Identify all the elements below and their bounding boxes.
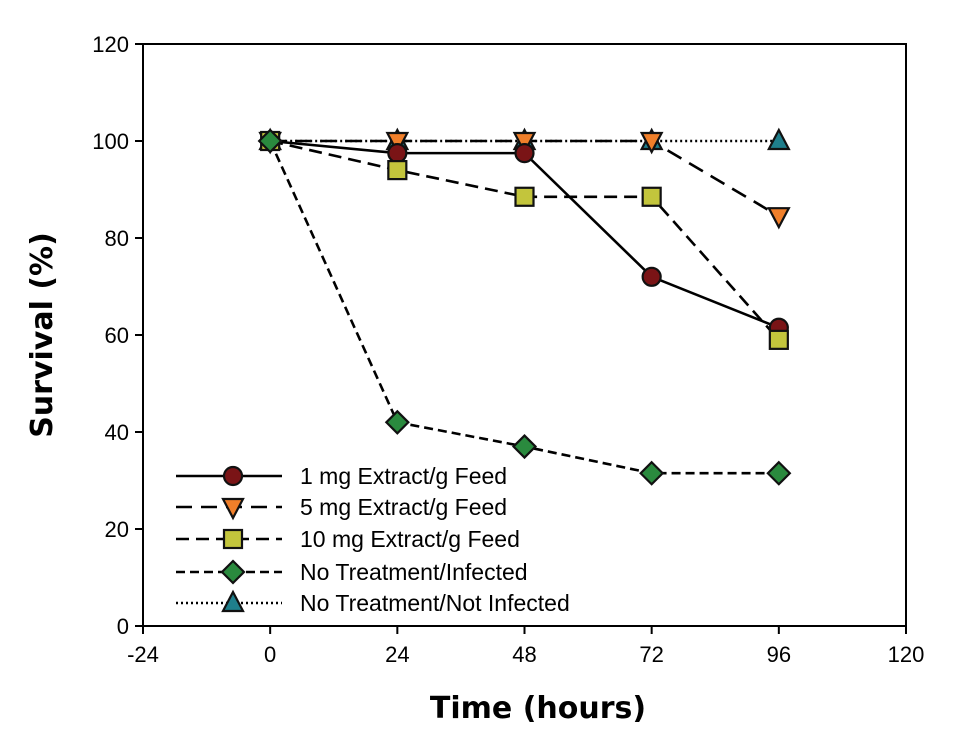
data-point-series-0 (641, 266, 662, 287)
x-tick-label: 72 (639, 642, 663, 667)
y-axis-label: Survival (%) (25, 232, 60, 438)
x-tick-label: 96 (767, 642, 791, 667)
legend-item: 5 mg Extract/g Feed (176, 494, 507, 521)
data-point-series-3 (511, 433, 538, 460)
data-point-series-0 (514, 143, 535, 164)
y-tick-label: 40 (105, 420, 129, 445)
data-point-series-2 (641, 186, 662, 207)
legend-item: 10 mg Extract/g Feed (176, 526, 520, 552)
legend-marker (222, 465, 244, 487)
y-tick-label: 0 (117, 614, 129, 639)
legend-label: 10 mg Extract/g Feed (300, 526, 520, 552)
data-point-series-4 (767, 127, 791, 151)
y-tick-label: 100 (92, 129, 129, 154)
data-point-series-0 (387, 143, 408, 164)
legend-marker (222, 528, 244, 550)
y-tick-label: 20 (105, 517, 129, 542)
y-tick-label: 120 (92, 32, 129, 57)
data-point-series-3 (384, 409, 410, 435)
data-point-series-1 (512, 131, 537, 155)
legend-marker (220, 559, 246, 585)
data-point-series-2 (387, 160, 408, 181)
legend-label: 5 mg Extract/g Feed (300, 494, 507, 520)
legend-label: No Treatment/Not Infected (300, 590, 570, 616)
legend-label: No Treatment/Infected (300, 559, 528, 585)
x-tick-label: 48 (512, 642, 536, 667)
legend-item: No Treatment/Infected (176, 559, 528, 585)
x-tick-label: -24 (127, 642, 159, 667)
x-tick-label: 0 (264, 642, 276, 667)
data-point-series-3 (639, 460, 665, 486)
data-point-series-3 (257, 128, 283, 154)
data-point-series-1 (639, 131, 664, 155)
x-tick-label: 120 (888, 642, 925, 667)
legend-label: 1 mg Extract/g Feed (300, 463, 507, 489)
x-tick-label: 24 (385, 642, 409, 667)
y-tick-label: 60 (105, 323, 129, 348)
series-line-0 (270, 139, 780, 329)
y-tick-label: 80 (105, 226, 129, 251)
data-point-series-1 (385, 131, 410, 155)
data-point-series-2 (514, 186, 535, 207)
legend-item: 1 mg Extract/g Feed (176, 463, 507, 489)
data-point-series-2 (768, 329, 789, 350)
legend-marker (221, 497, 245, 521)
legend-item: No Treatment/Not Infected (176, 589, 570, 616)
data-point-series-1 (767, 207, 791, 230)
data-point-series-3 (766, 460, 792, 486)
legend-marker (221, 589, 245, 613)
x-axis-label: Time (hours) (430, 691, 646, 726)
